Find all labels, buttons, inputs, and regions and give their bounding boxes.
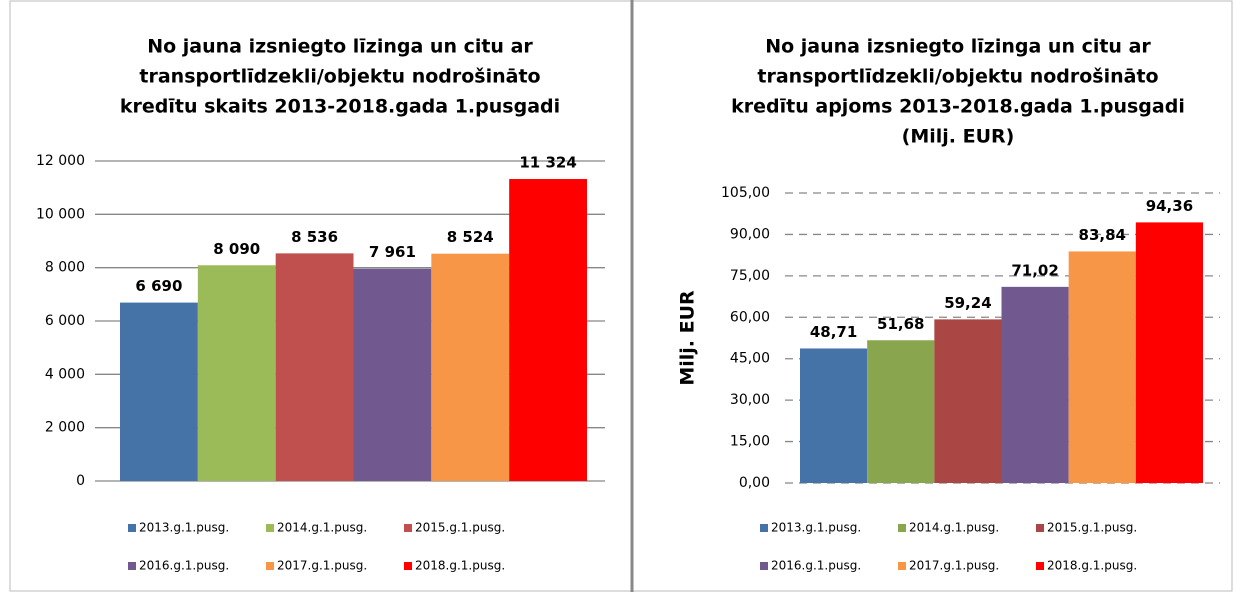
chart-title: transportlīdzekli/objektu nodrošināto (757, 66, 1158, 88)
y-axis-label: Milj. EUR (677, 290, 699, 386)
frame (9, 0, 1233, 592)
y-tick-label: 10 000 (36, 206, 85, 222)
legend-label: 2013.g.1.pusg. (139, 521, 229, 535)
bar (197, 265, 276, 481)
value-label: 51,68 (877, 315, 924, 333)
chart-title: transportlīdzekli/objektu nodrošināto (139, 66, 540, 88)
value-label: 8 524 (447, 228, 494, 246)
legend-label: 2017.g.1.pusg. (277, 559, 367, 573)
y-tick-label: 90,00 (730, 226, 770, 242)
legend-swatch (1036, 562, 1044, 570)
y-tick-label: 12 000 (36, 153, 85, 169)
value-label: 11 324 (519, 154, 576, 172)
bar (867, 340, 935, 483)
value-label: 71,02 (1011, 261, 1058, 279)
chart-title: No jauna izsniegto līzinga un citu ar (765, 36, 1151, 58)
y-tick-label: 8 000 (45, 260, 85, 276)
y-tick-label: 75,00 (730, 268, 770, 284)
y-tick-label: 0 (76, 473, 85, 489)
bar (275, 253, 354, 481)
bar (800, 348, 868, 483)
legend-label: 2014.g.1.pusg. (909, 521, 999, 535)
bar (120, 302, 198, 481)
bar (353, 268, 432, 481)
y-tick-label: 15,00 (730, 434, 770, 450)
bar (1135, 222, 1203, 484)
value-label: 83,84 (1079, 226, 1126, 244)
value-label: 8 090 (213, 240, 260, 258)
legend-label: 2014.g.1.pusg. (277, 521, 367, 535)
bar (934, 319, 1002, 483)
legend-swatch (898, 524, 906, 532)
legend-swatch (128, 524, 136, 532)
legend-swatch (128, 562, 136, 570)
value-label: 59,24 (944, 294, 991, 312)
legend-swatch (760, 562, 768, 570)
y-tick-label: 6 000 (45, 313, 85, 329)
legend-label: 2013.g.1.pusg. (771, 521, 861, 535)
legend-label: 2016.g.1.pusg. (139, 559, 229, 573)
legend-label: 2015.g.1.pusg. (1047, 521, 1137, 535)
y-tick-label: 4 000 (45, 366, 85, 382)
chart-title: kredītu apjoms 2013-2018.gada 1.pusgadi (731, 96, 1185, 118)
y-tick-label: 60,00 (730, 309, 770, 325)
chart-title: kredītu skaits 2013-2018.gada 1.pusgadi (120, 96, 560, 118)
legend-label: 2017.g.1.pusg. (909, 559, 999, 573)
value-label: 7 961 (369, 243, 416, 261)
value-label: 8 536 (291, 228, 338, 246)
legend-swatch (404, 524, 412, 532)
value-label: 6 690 (135, 277, 182, 295)
chart-title: (Milj. EUR) (902, 126, 1015, 148)
legend-label: 2016.g.1.pusg. (771, 559, 861, 573)
legend-swatch (760, 524, 768, 532)
legend-swatch (266, 524, 274, 532)
legend-swatch (266, 562, 274, 570)
y-tick-label: 0,00 (739, 475, 770, 491)
legend-swatch (404, 562, 412, 570)
y-tick-label: 45,00 (730, 351, 770, 367)
value-label: 48,71 (810, 323, 857, 341)
bar (431, 253, 510, 481)
y-tick-label: 2 000 (45, 420, 85, 436)
bar (1068, 251, 1136, 483)
legend-label: 2018.g.1.pusg. (415, 559, 505, 573)
legend-label: 2018.g.1.pusg. (1047, 559, 1137, 573)
bar (1001, 286, 1069, 483)
y-tick-label: 30,00 (730, 392, 770, 408)
y-tick-label: 105,00 (721, 185, 770, 201)
legend-swatch (1036, 524, 1044, 532)
bar (509, 179, 587, 481)
chart-title: No jauna izsniegto līzinga un citu ar (147, 36, 533, 58)
value-label: 94,36 (1146, 197, 1193, 215)
legend-swatch (898, 562, 906, 570)
legend-label: 2015.g.1.pusg. (415, 521, 505, 535)
